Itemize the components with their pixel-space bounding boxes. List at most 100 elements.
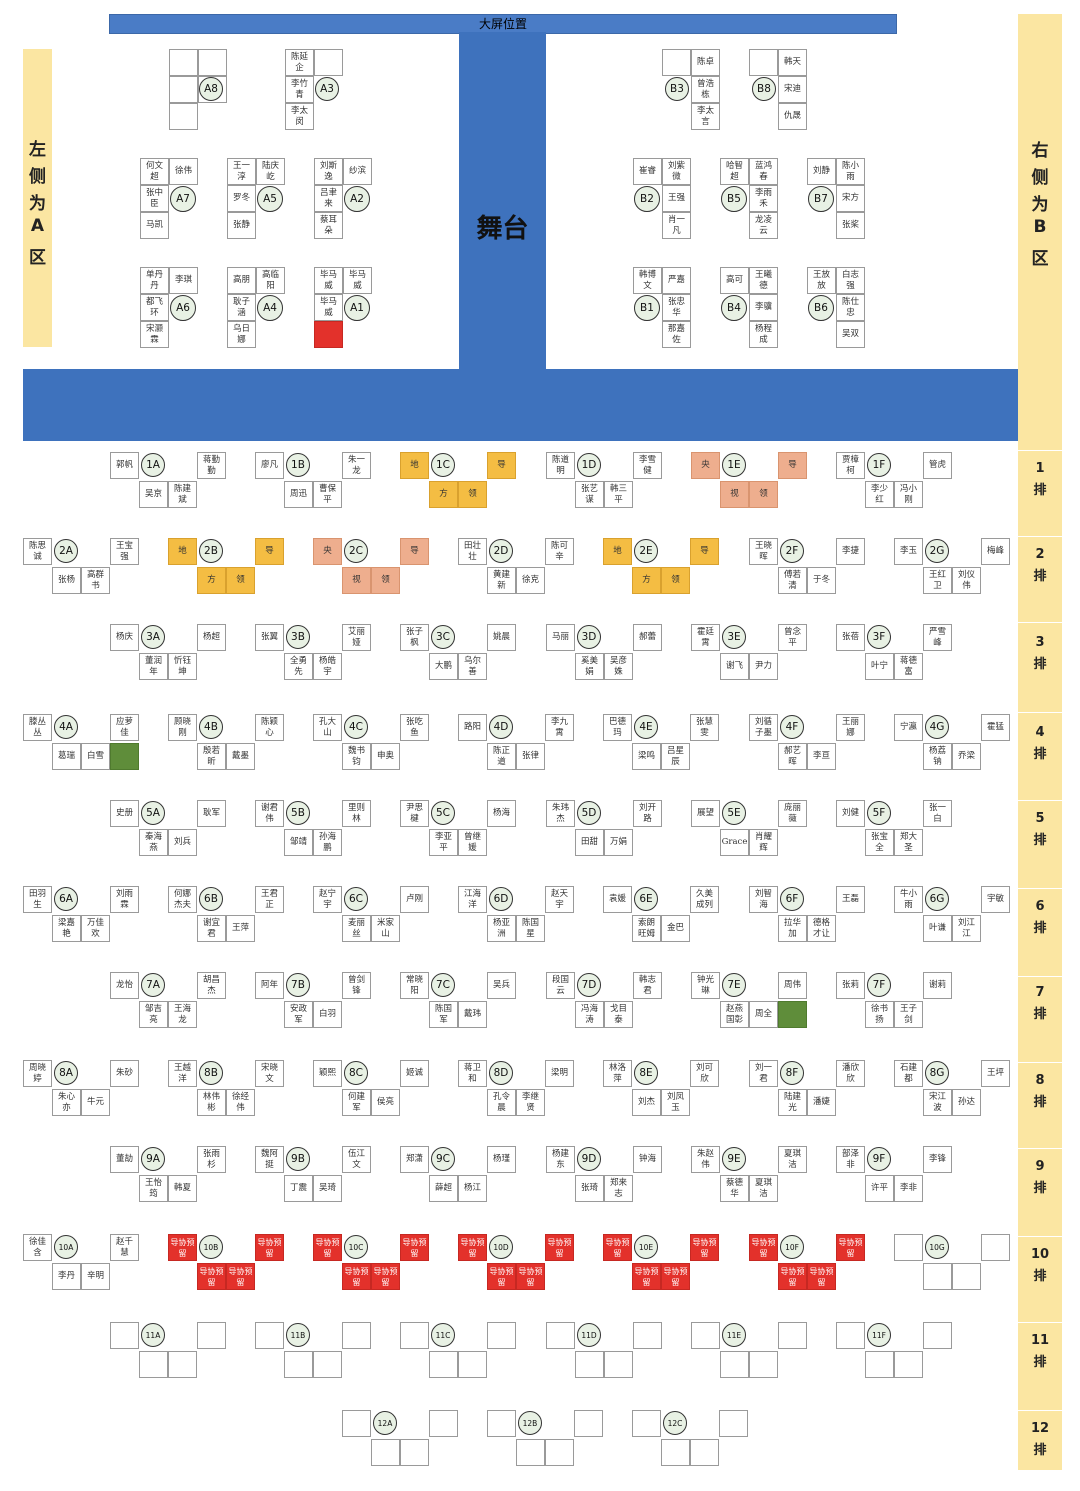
table-5d-number[interactable]: 5D (577, 801, 601, 825)
table-11e-number[interactable]: 11E (722, 1323, 746, 1347)
table-8c-number[interactable]: 8C (344, 1061, 368, 1085)
table-1a-seat-left: 郭帆 (110, 452, 139, 479)
table-10f-number[interactable]: 10F (780, 1235, 804, 1259)
table-5f-number[interactable]: 5F (867, 801, 891, 825)
table-10e-number[interactable]: 10E (634, 1235, 658, 1259)
table-11c-number[interactable]: 11C (431, 1323, 455, 1347)
table-1e-number[interactable]: 1E (722, 453, 746, 477)
table-10c-number[interactable]: 10C (344, 1235, 368, 1259)
table-6c-number[interactable]: 6C (344, 887, 368, 911)
table-4f-number[interactable]: 4F (780, 715, 804, 739)
table-7b-seat-left: 阿年 (255, 972, 284, 999)
table-10a-number[interactable]: 10A (54, 1235, 78, 1259)
table-2a-number[interactable]: 2A (54, 539, 78, 563)
table-number-a3[interactable]: A3 (315, 77, 339, 101)
table-6e-number[interactable]: 6E (634, 887, 658, 911)
table-2f-number[interactable]: 2F (780, 539, 804, 563)
table-8e-number[interactable]: 8E (634, 1061, 658, 1085)
table-7c-number[interactable]: 7C (431, 973, 455, 997)
table-5a-seat-bottom-left: 秦海燕 (139, 829, 168, 856)
table-9e-number[interactable]: 9E (722, 1147, 746, 1171)
table-number-b5[interactable]: B5 (721, 186, 747, 212)
table-3e-number[interactable]: 3E (722, 625, 746, 649)
table-1b-number[interactable]: 1B (286, 453, 310, 477)
table-7c-seat-right: 吴兵 (487, 972, 516, 999)
table-6b-number[interactable]: 6B (199, 887, 223, 911)
table-3f-number[interactable]: 3F (867, 625, 891, 649)
table-number-a1[interactable]: A1 (344, 295, 370, 321)
table-8b-number[interactable]: 8B (199, 1061, 223, 1085)
table-5c-number[interactable]: 5C (431, 801, 455, 825)
table-12c-number[interactable]: 12C (663, 1411, 687, 1435)
table-7d-number[interactable]: 7D (577, 973, 601, 997)
table-number-b2[interactable]: B2 (634, 186, 660, 212)
table-11a-number[interactable]: 11A (141, 1323, 165, 1347)
table-number-a5[interactable]: A5 (257, 186, 283, 212)
table-number-b3[interactable]: B3 (665, 77, 689, 101)
table-8a-number[interactable]: 8A (54, 1061, 78, 1085)
table-8g-number[interactable]: 8G (925, 1061, 949, 1085)
table-6d-number[interactable]: 6D (489, 887, 513, 911)
table-6g-number[interactable]: 6G (925, 887, 949, 911)
table-9a-seat-bottom-left: 王怡筠 (139, 1175, 168, 1202)
table-10d-number[interactable]: 10D (489, 1235, 513, 1259)
table-10g-number[interactable]: 10G (925, 1235, 949, 1259)
table-number-b4[interactable]: B4 (721, 295, 747, 321)
table-1d-number[interactable]: 1D (577, 453, 601, 477)
table-7f-number[interactable]: 7F (867, 973, 891, 997)
table-9b-number[interactable]: 9B (286, 1147, 310, 1171)
table-3c-number[interactable]: 3C (431, 625, 455, 649)
table-12b-number[interactable]: 12B (518, 1411, 542, 1435)
table-2d-number[interactable]: 2D (489, 539, 513, 563)
table-4b-number[interactable]: 4B (199, 715, 223, 739)
table-2b-number[interactable]: 2B (199, 539, 223, 563)
table-6f-number[interactable]: 6F (780, 887, 804, 911)
table-5e-number[interactable]: 5E (722, 801, 746, 825)
table-7b-number[interactable]: 7B (286, 973, 310, 997)
table-number-a6[interactable]: A6 (170, 295, 196, 321)
table-11b-number[interactable]: 11B (286, 1323, 310, 1347)
table-7e-number[interactable]: 7E (722, 973, 746, 997)
table-4c-number[interactable]: 4C (344, 715, 368, 739)
table-number-a2[interactable]: A2 (344, 186, 370, 212)
table-4g-number[interactable]: 4G (925, 715, 949, 739)
table-3a-number[interactable]: 3A (141, 625, 165, 649)
table-11d-number[interactable]: 11D (577, 1323, 601, 1347)
table-number-b1[interactable]: B1 (634, 295, 660, 321)
table-12a-number[interactable]: 12A (373, 1411, 397, 1435)
table-3b-number[interactable]: 3B (286, 625, 310, 649)
table-8d-number[interactable]: 8D (489, 1061, 513, 1085)
table-2c-number[interactable]: 2C (344, 539, 368, 563)
table-3d-number[interactable]: 3D (577, 625, 601, 649)
table-4e-number[interactable]: 4E (634, 715, 658, 739)
table-number-a8[interactable]: A8 (199, 77, 223, 101)
table-9d-number[interactable]: 9D (577, 1147, 601, 1171)
table-11f-number[interactable]: 11F (867, 1323, 891, 1347)
table-9d-seat-bottom-left: 张琦 (575, 1175, 604, 1202)
table-8f-number[interactable]: 8F (780, 1061, 804, 1085)
table-9a-number[interactable]: 9A (141, 1147, 165, 1171)
table-5a-number[interactable]: 5A (141, 801, 165, 825)
table-5b-seat-left: 谢君伟 (255, 800, 284, 827)
table-number-b7[interactable]: B7 (808, 186, 834, 212)
table-1a-number[interactable]: 1A (141, 453, 165, 477)
table-6a-number[interactable]: 6A (54, 887, 78, 911)
table-1f-number[interactable]: 1F (867, 453, 891, 477)
table-2e-number[interactable]: 2E (634, 539, 658, 563)
table-9c-number[interactable]: 9C (431, 1147, 455, 1171)
table-4d-number[interactable]: 4D (489, 715, 513, 739)
table-number-a7[interactable]: A7 (170, 186, 196, 212)
table-1c-number[interactable]: 1C (431, 453, 455, 477)
table-number-b6[interactable]: B6 (808, 295, 834, 321)
table-2g-number[interactable]: 2G (925, 539, 949, 563)
table-10b-number[interactable]: 10B (199, 1235, 223, 1259)
table-4a-number[interactable]: 4A (54, 715, 78, 739)
table-6c-seat-bottom-right: 米家山 (371, 915, 400, 942)
table-9f-number[interactable]: 9F (867, 1147, 891, 1171)
table-1d-seat-left: 陈道明 (546, 452, 575, 479)
table-number-b8[interactable]: B8 (752, 77, 776, 101)
table-4f-seat-bottom-left: 郝艺晖 (778, 743, 807, 770)
table-7a-number[interactable]: 7A (141, 973, 165, 997)
table-5b-number[interactable]: 5B (286, 801, 310, 825)
table-number-a4[interactable]: A4 (257, 295, 283, 321)
